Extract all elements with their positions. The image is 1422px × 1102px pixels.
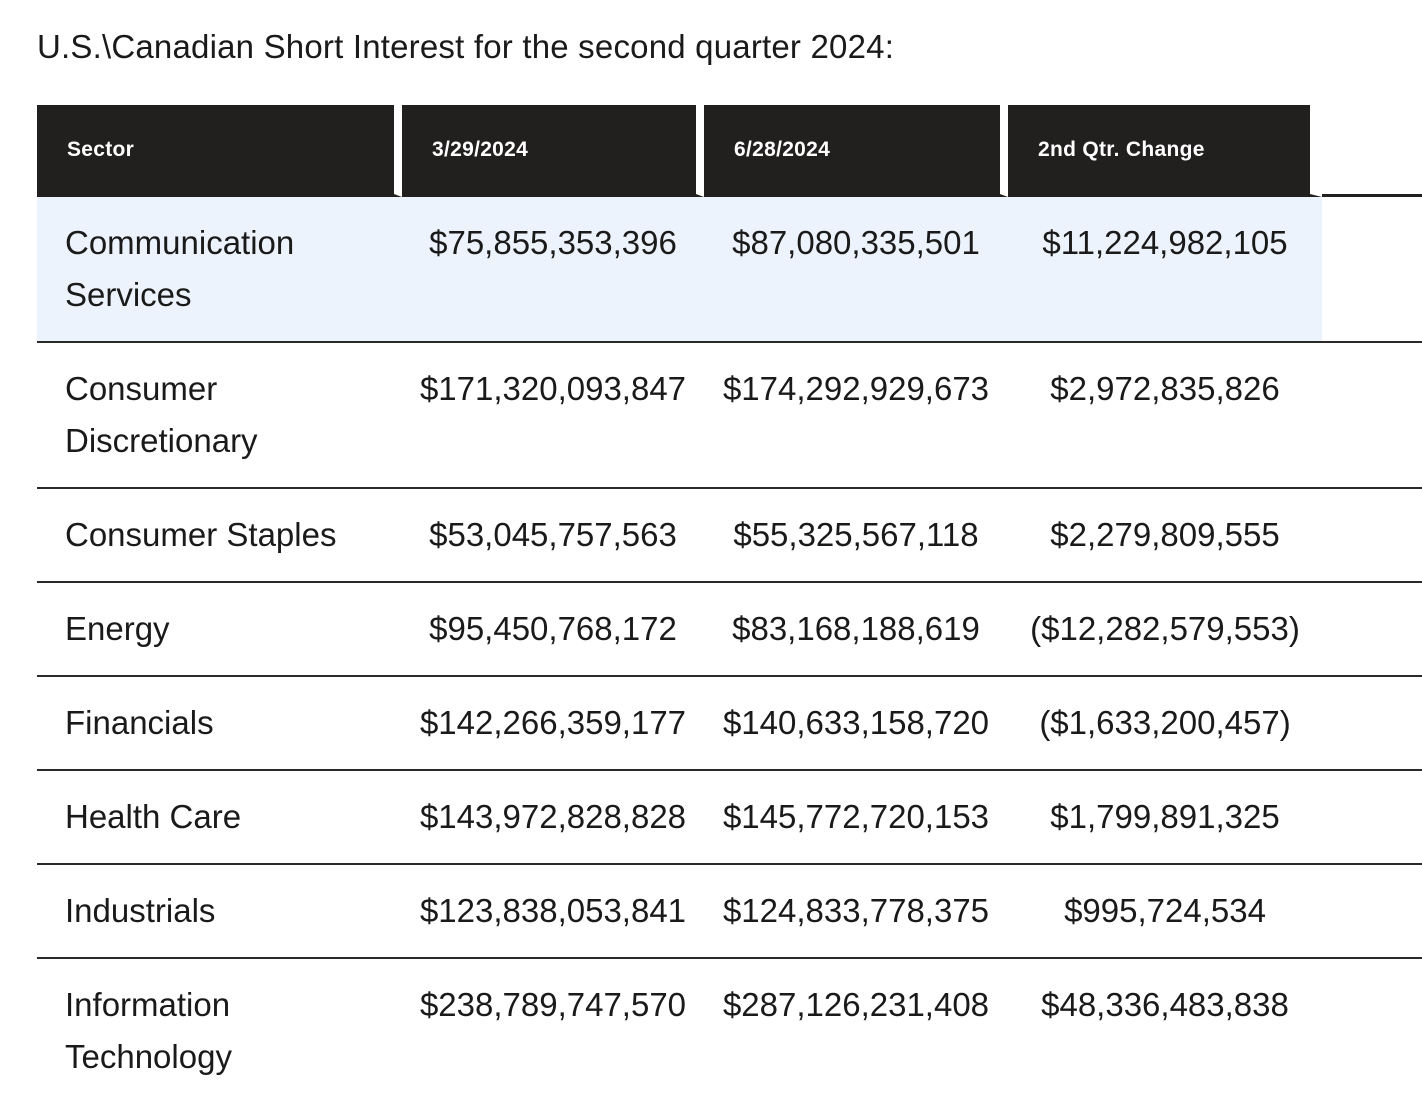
column-header-sector: Sector: [37, 105, 402, 197]
value-cell-date2: $174,292,929,673: [704, 343, 1008, 489]
row-filler: [1322, 771, 1422, 865]
table-row: Communication Services $75,855,353,396 $…: [37, 197, 1422, 343]
value-cell-date2: $83,168,188,619: [704, 583, 1008, 677]
sector-cell: Industrials: [37, 865, 402, 959]
value-cell-change: $1,799,891,325: [1008, 771, 1322, 865]
sector-cell: Consumer Staples: [37, 489, 402, 583]
column-header-date2: 6/28/2024: [704, 105, 1008, 197]
value-cell-date2: $55,325,567,118: [704, 489, 1008, 583]
sector-cell: Energy: [37, 583, 402, 677]
value-cell-date1: $142,266,359,177: [402, 677, 704, 771]
value-cell-date1: $75,855,353,396: [402, 197, 704, 343]
value-cell-date2: $287,126,231,408: [704, 959, 1008, 1102]
table-row: Information Technology $238,789,747,570 …: [37, 959, 1422, 1102]
value-cell-date1: $123,838,053,841: [402, 865, 704, 959]
short-interest-table: Sector 3/29/2024 6/28/2024 2nd Qtr. Chan…: [37, 105, 1422, 1102]
value-cell-change: ($12,282,579,553): [1008, 583, 1322, 677]
value-cell-change: $48,336,483,838: [1008, 959, 1322, 1102]
value-cell-date1: $95,450,768,172: [402, 583, 704, 677]
value-cell-change: $11,224,982,105: [1008, 197, 1322, 343]
row-filler: [1322, 677, 1422, 771]
table-row: Energy $95,450,768,172 $83,168,188,619 (…: [37, 583, 1422, 677]
value-cell-date1: $171,320,093,847: [402, 343, 704, 489]
sector-cell: Communication Services: [37, 197, 402, 343]
value-cell-change: $2,972,835,826: [1008, 343, 1322, 489]
table-row: Consumer Discretionary $171,320,093,847 …: [37, 343, 1422, 489]
column-header-change: 2nd Qtr. Change: [1008, 105, 1322, 197]
row-filler: [1322, 583, 1422, 677]
value-cell-change: $2,279,809,555: [1008, 489, 1322, 583]
row-filler: [1322, 959, 1422, 1102]
table-row: Financials $142,266,359,177 $140,633,158…: [37, 677, 1422, 771]
value-cell-date2: $87,080,335,501: [704, 197, 1008, 343]
value-cell-change: ($1,633,200,457): [1008, 677, 1322, 771]
value-cell-date1: $53,045,757,563: [402, 489, 704, 583]
column-header-date1: 3/29/2024: [402, 105, 704, 197]
value-cell-date2: $140,633,158,720: [704, 677, 1008, 771]
value-cell-change: $995,724,534: [1008, 865, 1322, 959]
table-row: Consumer Staples $53,045,757,563 $55,325…: [37, 489, 1422, 583]
sector-cell: Information Technology: [37, 959, 402, 1102]
value-cell-date2: $145,772,720,153: [704, 771, 1008, 865]
sector-cell: Consumer Discretionary: [37, 343, 402, 489]
value-cell-date1: $238,789,747,570: [402, 959, 704, 1102]
table-header-row: Sector 3/29/2024 6/28/2024 2nd Qtr. Chan…: [37, 105, 1422, 197]
sector-cell: Financials: [37, 677, 402, 771]
value-cell-date1: $143,972,828,828: [402, 771, 704, 865]
sector-cell: Health Care: [37, 771, 402, 865]
row-filler: [1322, 197, 1422, 343]
row-filler: [1322, 489, 1422, 583]
table-row: Health Care $143,972,828,828 $145,772,72…: [37, 771, 1422, 865]
row-filler: [1322, 343, 1422, 489]
header-filler: [1322, 105, 1422, 197]
page-title: U.S.\Canadian Short Interest for the sec…: [37, 28, 895, 65]
table-row: Industrials $123,838,053,841 $124,833,77…: [37, 865, 1422, 959]
value-cell-date2: $124,833,778,375: [704, 865, 1008, 959]
row-filler: [1322, 865, 1422, 959]
